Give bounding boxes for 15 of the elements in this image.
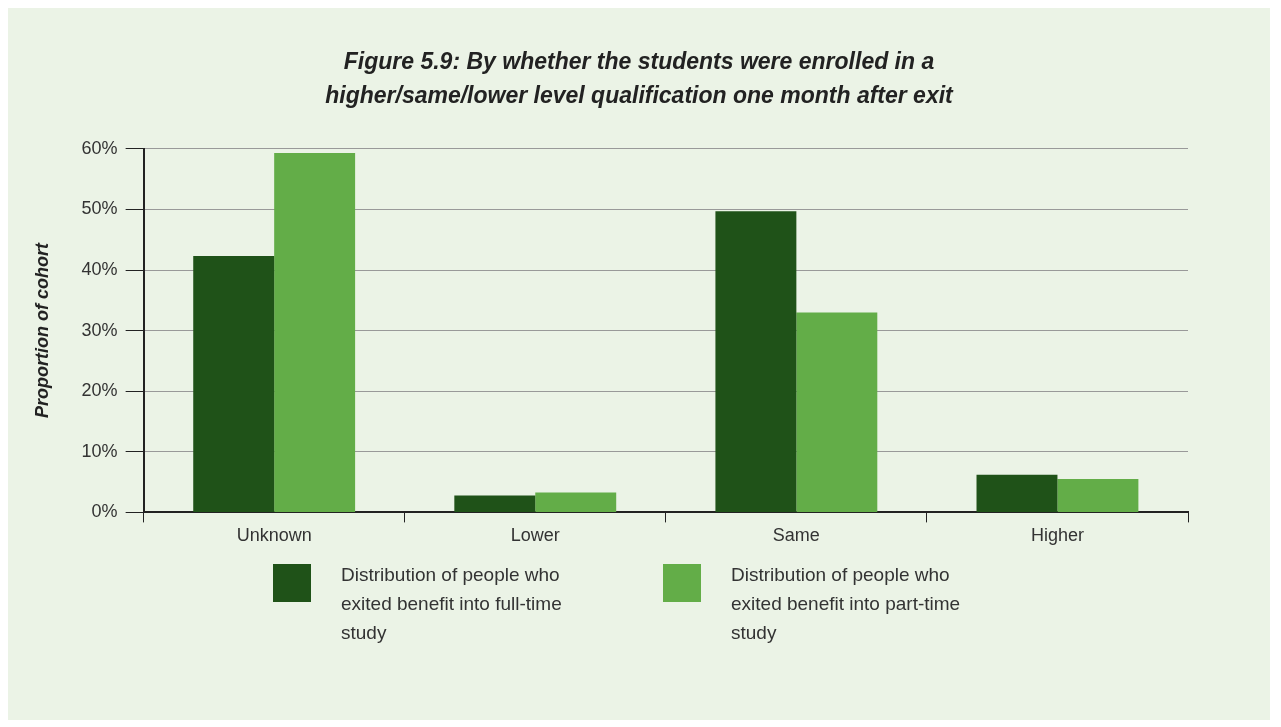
y-tick-label: 20%	[81, 380, 118, 401]
x-tick-label: Lower	[510, 525, 560, 546]
legend-label: Distribution of people who exited benefit into full-time study	[341, 563, 563, 645]
x-tick-label: Higher	[1030, 525, 1084, 546]
chart-title: Figure 5.9: By whether the students were enrolled in a higher/same/lower level qualification one month after exit	[324, 47, 955, 110]
y-tick-label: 40%	[81, 258, 118, 279]
x-tick-label: Same	[772, 525, 820, 546]
y-axis-title: Proportion of cohort	[31, 242, 52, 419]
y-tick-label: 30%	[81, 319, 118, 340]
legend-label: Distribution of people who exited benefit into part-time study	[731, 563, 962, 645]
y-tick-label: 60%	[81, 137, 118, 158]
y-tick-label: 0%	[91, 501, 118, 522]
y-tick-label: 50%	[81, 198, 118, 219]
y-tick-label: 10%	[81, 440, 118, 461]
x-tick-label: Unknown	[236, 525, 312, 546]
